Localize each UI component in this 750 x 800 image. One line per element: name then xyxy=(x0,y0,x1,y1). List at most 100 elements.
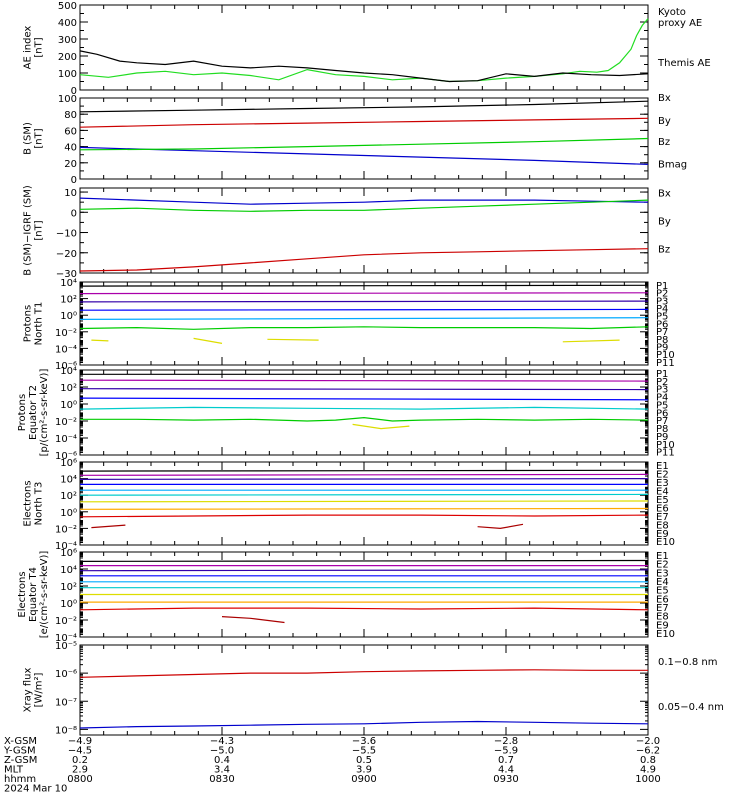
panel-5: 10⁴ 10² 10⁰ 10⁻² 10⁻⁴ 10⁻⁶ Protons Equator T2 [p… xyxy=(17,366,675,462)
series-line-P4 xyxy=(79,397,649,401)
x-row-value: −4.9 xyxy=(68,736,92,747)
legend-label: 0.1−0.8 nm xyxy=(658,657,717,668)
y-tick-label: 10² xyxy=(60,582,77,593)
x-row-value: 0.5 xyxy=(356,755,372,766)
legend-label: Bz xyxy=(658,245,670,256)
series-line-E6 xyxy=(79,493,649,496)
legend-label: Bz xyxy=(658,137,670,148)
x-row-value: 4.9 xyxy=(640,765,656,776)
x-row-value: −5.0 xyxy=(210,746,234,757)
legend-label: E9 xyxy=(656,620,669,631)
y-tick-label: 10⁻⁴ xyxy=(55,434,77,445)
y-tick-label: 10² xyxy=(60,295,77,306)
x-row-value: 0800 xyxy=(67,774,92,785)
y-tick-label: 500 xyxy=(58,1,77,12)
series-line-P5 xyxy=(79,317,649,320)
legend-label: Bmag xyxy=(658,160,687,171)
y-tick-label: 100 xyxy=(58,69,77,80)
legend-label: E5 xyxy=(656,495,669,506)
y-tick-label: 0 xyxy=(71,175,77,186)
series-line-E1 xyxy=(79,559,649,563)
y-axis-label: B (SM)−IGRF (SM) xyxy=(23,185,34,276)
legend-label: E4 xyxy=(656,577,669,588)
y-tick-label: 10⁻⁶ xyxy=(55,451,77,462)
y-axis-label: Xray flux xyxy=(23,668,34,713)
x-row-value: 2.9 xyxy=(72,765,88,776)
y-tick-label: 10⁻⁸ xyxy=(55,725,77,736)
legend-label: E8 xyxy=(656,520,669,531)
y-axis-label: AE index xyxy=(23,26,34,70)
legend-label: P8 xyxy=(656,424,668,435)
legend-label: P5 xyxy=(656,400,668,411)
x-row-value: 0.8 xyxy=(640,755,656,766)
y-tick-label: 400 xyxy=(58,18,77,29)
series-line-P7c xyxy=(267,338,319,341)
x-row-value: 0900 xyxy=(351,774,376,785)
legend-label: P10 xyxy=(656,350,675,361)
y-axis-label: Electrons xyxy=(23,480,34,526)
series-line-P6 xyxy=(80,416,649,422)
series-line-Bz xyxy=(79,248,649,272)
legend-label: E9 xyxy=(656,529,669,540)
y-tick-label: 10² xyxy=(60,491,77,502)
series-line-E8 xyxy=(79,507,649,510)
y-axis-label: [nT] xyxy=(34,37,45,57)
panel-2: 0 20 40 60 80 100 B (SM) [nT] Bx By Bz Bmag xyxy=(23,93,688,186)
x-row-value: −4.5 xyxy=(68,746,92,757)
legend-label: P7 xyxy=(656,327,668,338)
y-tick-label: 10⁴ xyxy=(60,475,77,486)
y-tick-label: 10⁰ xyxy=(60,599,77,610)
legend-label: 0.05−0.4 nm xyxy=(658,702,724,713)
y-tick-label: 200 xyxy=(58,52,77,63)
series-line-Bz xyxy=(79,117,649,128)
legend-label: P2 xyxy=(656,377,668,388)
x-row-value: 0830 xyxy=(209,774,234,785)
series-line-By xyxy=(79,199,649,212)
y-tick-label: 10⁻⁶ xyxy=(55,361,77,372)
y-tick-label: −30 xyxy=(56,269,77,280)
legend-label: E1 xyxy=(656,461,669,472)
y-axis-label: Equator T2 xyxy=(28,385,39,440)
legend-label: E5 xyxy=(656,586,669,597)
x-row-name: Z-GSM xyxy=(4,755,37,766)
y-axis-label: Electrons xyxy=(17,571,28,617)
series-line-P6 xyxy=(79,326,649,330)
panel-frame xyxy=(79,369,649,456)
legend-label: P5 xyxy=(656,312,668,323)
y-tick-label: 10⁻⁴ xyxy=(55,541,77,552)
y-tick-label: 10² xyxy=(60,383,77,394)
y-tick-label: 10⁻⁷ xyxy=(55,697,77,708)
legend-label: P4 xyxy=(656,304,668,315)
series-line-Bx xyxy=(79,146,649,165)
series-line-E3 xyxy=(79,569,649,572)
y-tick-label: 300 xyxy=(58,35,77,46)
legend-label: P6 xyxy=(656,408,668,419)
series-line-E2 xyxy=(79,473,649,476)
y-tick-label: 80 xyxy=(64,110,77,121)
legend-label: E2 xyxy=(656,560,669,571)
series-line-P7 xyxy=(91,339,109,342)
y-tick-label: 0 xyxy=(71,208,77,219)
series-line-E10 xyxy=(221,616,285,624)
y-tick-label: −10 xyxy=(56,229,77,240)
y-tick-label: 10⁰ xyxy=(60,311,77,322)
y-tick-label: 10⁰ xyxy=(60,400,77,411)
x-row-value: 0.7 xyxy=(498,755,514,766)
legend-label: E1 xyxy=(656,551,669,562)
legend-label: E3 xyxy=(656,568,669,579)
legend-label: Bx xyxy=(658,189,671,200)
series-line-E3 xyxy=(79,478,649,480)
x-row-name: X-GSM xyxy=(4,736,37,747)
y-tick-label: 10⁻² xyxy=(55,524,77,535)
x-row-value: 3.9 xyxy=(356,765,372,776)
series-line-P5 xyxy=(79,406,649,410)
legend-label: P9 xyxy=(656,432,668,443)
x-row-value: 3.4 xyxy=(214,765,230,776)
series-line-P3 xyxy=(79,300,649,303)
y-axis-label: Protons xyxy=(17,394,28,431)
series-line-P3 xyxy=(79,388,649,391)
legend-label: Themis AE xyxy=(657,58,711,69)
series-line-P2 xyxy=(79,379,649,382)
